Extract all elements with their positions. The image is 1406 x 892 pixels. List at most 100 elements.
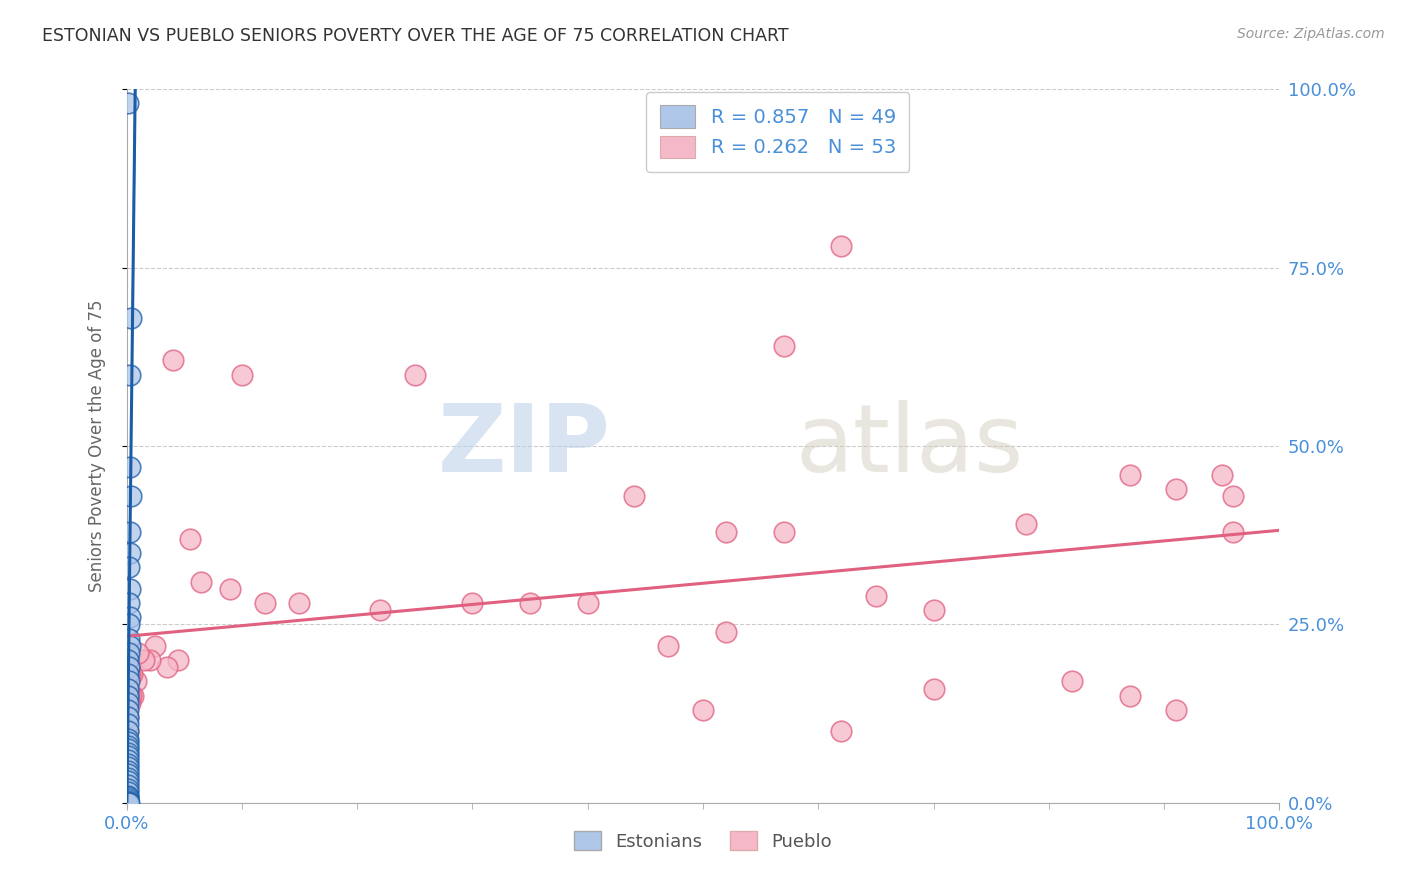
- Point: [1164, 703, 1187, 717]
- Point: [117, 667, 139, 681]
- Point: [1118, 689, 1140, 703]
- Point: [117, 703, 139, 717]
- Point: [231, 368, 253, 382]
- Point: [118, 639, 141, 653]
- Point: [162, 353, 184, 368]
- Point: [1211, 467, 1233, 482]
- Point: [219, 582, 242, 596]
- Point: [117, 739, 139, 753]
- Point: [1222, 489, 1244, 503]
- Point: [121, 667, 143, 681]
- Y-axis label: Seniors Poverty Over the Age of 75: Seniors Poverty Over the Age of 75: [87, 300, 105, 592]
- Point: [1164, 482, 1187, 496]
- Point: [118, 582, 141, 596]
- Point: [118, 667, 141, 681]
- Point: [132, 653, 155, 667]
- Point: [117, 742, 139, 756]
- Point: [461, 596, 484, 610]
- Point: [117, 767, 139, 781]
- Point: [120, 689, 142, 703]
- Point: [922, 681, 945, 696]
- Point: [117, 717, 139, 731]
- Point: [117, 653, 139, 667]
- Point: [117, 789, 139, 803]
- Point: [117, 796, 139, 810]
- Point: [118, 689, 141, 703]
- Point: [117, 731, 139, 746]
- Point: [1222, 524, 1244, 539]
- Point: [117, 790, 139, 805]
- Point: [117, 667, 139, 681]
- Point: [117, 653, 139, 667]
- Point: [772, 339, 794, 353]
- Point: [772, 524, 794, 539]
- Point: [117, 749, 139, 764]
- Point: [519, 596, 541, 610]
- Point: [117, 689, 139, 703]
- Point: [156, 660, 179, 674]
- Point: [118, 560, 141, 574]
- Point: [117, 756, 139, 771]
- Point: [122, 689, 145, 703]
- Point: [117, 774, 139, 789]
- Point: [368, 603, 391, 617]
- Point: [117, 746, 139, 760]
- Point: [118, 546, 141, 560]
- Point: [190, 574, 212, 589]
- Point: [117, 681, 139, 696]
- Point: [288, 596, 311, 610]
- Point: [117, 724, 139, 739]
- Point: [1060, 674, 1083, 689]
- Point: [1015, 517, 1038, 532]
- Point: [830, 724, 852, 739]
- Point: [865, 589, 887, 603]
- Point: [117, 724, 139, 739]
- Point: [120, 310, 142, 325]
- Point: [117, 795, 139, 809]
- Point: [118, 660, 141, 674]
- Point: [117, 710, 139, 724]
- Point: [125, 674, 148, 689]
- Point: [118, 674, 141, 689]
- Text: Source: ZipAtlas.com: Source: ZipAtlas.com: [1237, 27, 1385, 41]
- Point: [118, 660, 141, 674]
- Point: [117, 771, 139, 785]
- Point: [117, 96, 139, 111]
- Point: [714, 624, 737, 639]
- Point: [117, 696, 139, 710]
- Point: [117, 785, 139, 799]
- Point: [117, 778, 139, 792]
- Point: [138, 653, 160, 667]
- Point: [118, 617, 141, 632]
- Text: ZIP: ZIP: [437, 400, 610, 492]
- Point: [117, 710, 139, 724]
- Point: [922, 603, 945, 617]
- Point: [118, 368, 141, 382]
- Point: [117, 760, 139, 774]
- Point: [167, 653, 190, 667]
- Point: [118, 460, 141, 475]
- Point: [117, 792, 139, 806]
- Point: [117, 696, 139, 710]
- Point: [714, 524, 737, 539]
- Point: [404, 368, 426, 382]
- Point: [657, 639, 679, 653]
- Point: [117, 753, 139, 767]
- Point: [692, 703, 714, 717]
- Point: [145, 639, 166, 653]
- Text: atlas: atlas: [796, 400, 1024, 492]
- Point: [118, 796, 141, 810]
- Point: [127, 646, 149, 660]
- Point: [117, 764, 139, 778]
- Point: [117, 735, 139, 749]
- Point: [117, 781, 139, 796]
- Point: [1118, 467, 1140, 482]
- Point: [118, 632, 141, 646]
- Point: [623, 489, 645, 503]
- Point: [118, 646, 141, 660]
- Point: [576, 596, 599, 610]
- Point: [253, 596, 276, 610]
- Point: [117, 794, 139, 808]
- Point: [830, 239, 852, 253]
- Point: [118, 524, 141, 539]
